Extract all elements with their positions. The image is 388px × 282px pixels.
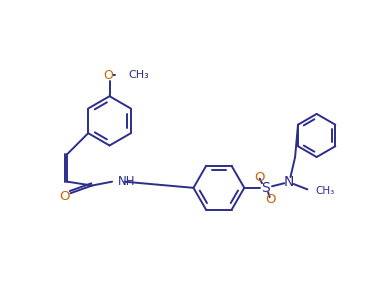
Text: O: O bbox=[103, 69, 113, 82]
Text: CH₃: CH₃ bbox=[315, 186, 334, 196]
Text: O: O bbox=[255, 171, 265, 184]
Text: CH₃: CH₃ bbox=[128, 70, 149, 80]
Text: O: O bbox=[265, 193, 276, 206]
Text: S: S bbox=[262, 181, 270, 195]
Text: O: O bbox=[59, 190, 69, 203]
Text: N: N bbox=[284, 175, 294, 189]
Text: NH: NH bbox=[118, 175, 136, 188]
